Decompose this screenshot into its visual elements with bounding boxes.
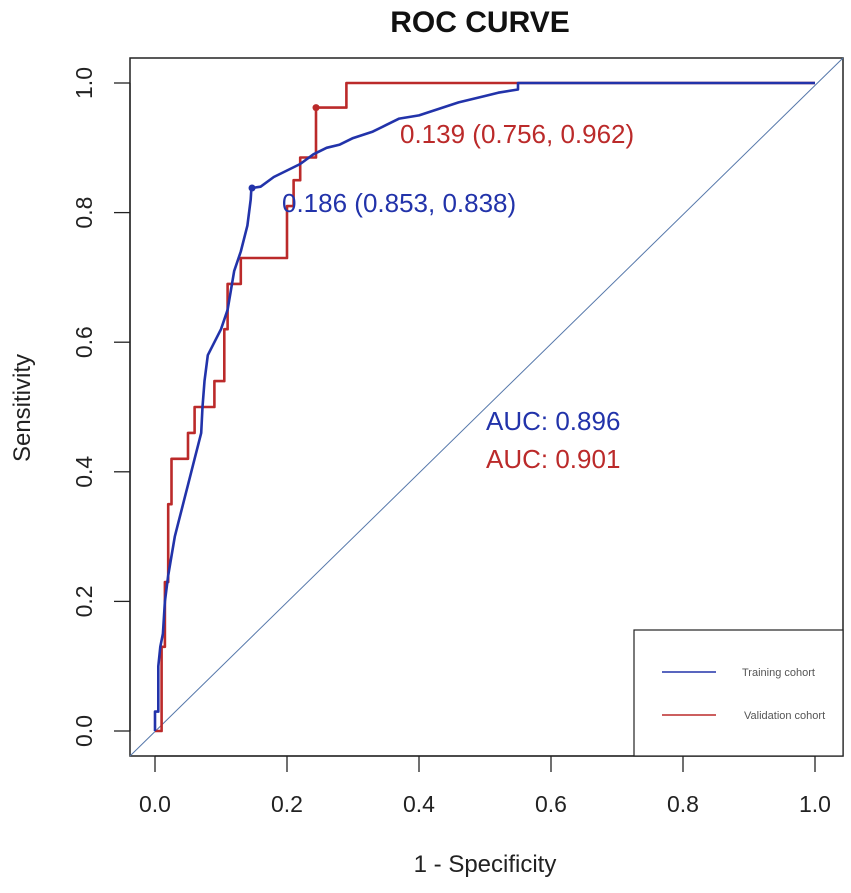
- legend-label-training: Training cohort: [742, 667, 815, 679]
- threshold-point-training: [248, 184, 256, 192]
- y-tick-label: 0.4: [71, 456, 97, 488]
- roc-curve-training: [153, 81, 815, 731]
- auc-validation-label: AUC: 0.901: [486, 444, 620, 474]
- y-axis-label: Sensitivity: [9, 354, 36, 462]
- x-tick-label: 0.0: [139, 791, 171, 817]
- legend: Training cohort Validation cohort: [633, 629, 844, 757]
- threshold-label-training: 0.186 (0.853, 0.838): [282, 188, 516, 218]
- auc-training-label: AUC: 0.896: [486, 406, 620, 436]
- x-tick-label: 0.6: [535, 791, 567, 817]
- x-tick-label: 1.0: [799, 791, 831, 817]
- y-axis: 0.0 0.2 0.4 0.6 0.8 1.0: [71, 67, 131, 747]
- x-axis: 0.0 0.2 0.4 0.6 0.8 1.0: [139, 755, 831, 817]
- x-tick-label: 0.2: [271, 791, 303, 817]
- legend-box: [633, 629, 844, 757]
- x-tick-label: 0.8: [667, 791, 699, 817]
- y-tick-label: 0.6: [71, 326, 97, 358]
- x-tick-label: 0.4: [403, 791, 435, 817]
- series-layer: [153, 81, 815, 733]
- y-tick-label: 0.0: [71, 715, 97, 747]
- chart-title: ROC CURVE: [390, 6, 569, 39]
- x-axis-label: 1 - Specificity: [414, 851, 557, 878]
- y-tick-label: 0.8: [71, 197, 97, 229]
- threshold-layer: 0.186 (0.853, 0.838) 0.139 (0.756, 0.962): [248, 104, 634, 218]
- threshold-point-validation: [312, 104, 320, 112]
- legend-label-validation: Validation cohort: [744, 710, 825, 722]
- threshold-label-validation: 0.139 (0.756, 0.962): [400, 119, 634, 149]
- y-tick-label: 1.0: [71, 67, 97, 99]
- y-tick-label: 0.2: [71, 585, 97, 617]
- reference-diagonal: [129, 57, 844, 757]
